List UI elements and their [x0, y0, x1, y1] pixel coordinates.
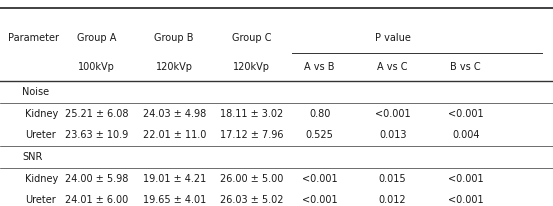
Text: Kidney: Kidney	[25, 109, 58, 119]
Text: 0.012: 0.012	[379, 195, 406, 205]
Text: Ureter: Ureter	[25, 195, 56, 205]
Text: <0.001: <0.001	[448, 109, 483, 119]
Text: SNR: SNR	[22, 152, 43, 162]
Text: 19.65 ± 4.01: 19.65 ± 4.01	[143, 195, 206, 205]
Text: P value: P value	[375, 33, 410, 43]
Text: 120kVp: 120kVp	[156, 62, 192, 72]
Text: Parameter: Parameter	[8, 33, 59, 43]
Text: 23.63 ± 10.9: 23.63 ± 10.9	[65, 130, 128, 140]
Text: 26.03 ± 5.02: 26.03 ± 5.02	[220, 195, 283, 205]
Text: Ureter: Ureter	[25, 130, 56, 140]
Text: 18.11 ± 3.02: 18.11 ± 3.02	[220, 109, 283, 119]
Text: A vs C: A vs C	[377, 62, 408, 72]
Text: <0.001: <0.001	[375, 109, 410, 119]
Text: 0.013: 0.013	[379, 130, 406, 140]
Text: 0.015: 0.015	[379, 174, 406, 184]
Text: 19.01 ± 4.21: 19.01 ± 4.21	[143, 174, 206, 184]
Text: Noise: Noise	[22, 87, 49, 97]
Text: Kidney: Kidney	[25, 174, 58, 184]
Text: 22.01 ± 11.0: 22.01 ± 11.0	[143, 130, 206, 140]
Text: Group B: Group B	[154, 33, 194, 43]
Text: 24.03 ± 4.98: 24.03 ± 4.98	[143, 109, 206, 119]
Text: 0.525: 0.525	[306, 130, 333, 140]
Text: <0.001: <0.001	[448, 174, 483, 184]
Text: 17.12 ± 7.96: 17.12 ± 7.96	[220, 130, 283, 140]
Text: 25.21 ± 6.08: 25.21 ± 6.08	[65, 109, 128, 119]
Text: <0.001: <0.001	[302, 195, 337, 205]
Text: Group C: Group C	[232, 33, 272, 43]
Text: A vs B: A vs B	[304, 62, 335, 72]
Text: <0.001: <0.001	[302, 174, 337, 184]
Text: 24.01 ± 6.00: 24.01 ± 6.00	[65, 195, 128, 205]
Text: Group A: Group A	[77, 33, 117, 43]
Text: 26.00 ± 5.00: 26.00 ± 5.00	[220, 174, 283, 184]
Text: 100kVp: 100kVp	[79, 62, 115, 72]
Text: 0.80: 0.80	[309, 109, 330, 119]
Text: 0.004: 0.004	[452, 130, 479, 140]
Text: 24.00 ± 5.98: 24.00 ± 5.98	[65, 174, 128, 184]
Text: 120kVp: 120kVp	[233, 62, 270, 72]
Text: <0.001: <0.001	[448, 195, 483, 205]
Text: B vs C: B vs C	[450, 62, 481, 72]
